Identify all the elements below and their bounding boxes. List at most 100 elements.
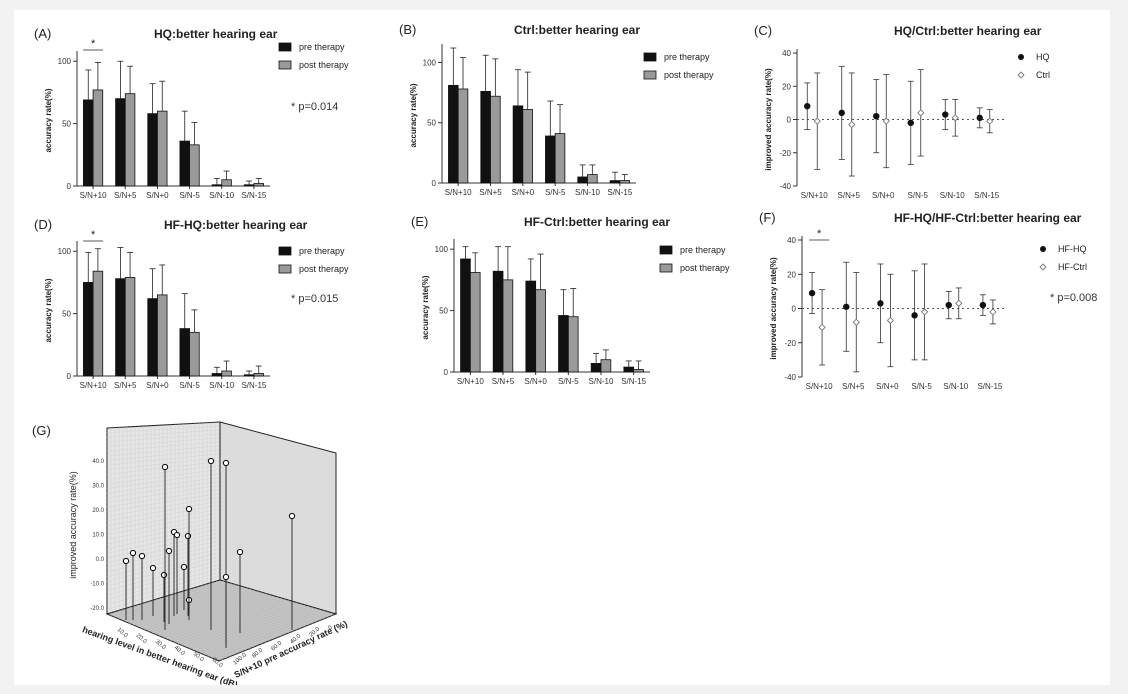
grid-line: [106, 524, 221, 550]
x-tick-label: S/N+5: [479, 188, 502, 197]
grid-line: [216, 580, 333, 616]
grid-line: [106, 488, 221, 508]
x-tick-label: S/N-10: [209, 191, 234, 200]
grid-line: [106, 425, 221, 433]
z-tick-label: 0.0: [96, 557, 105, 563]
bar: [221, 179, 232, 187]
data-point: [236, 548, 244, 556]
grid-line: [106, 500, 221, 522]
sig-star: *: [817, 228, 822, 240]
data-point: [945, 301, 952, 309]
data-point: [911, 312, 918, 319]
data-point: [207, 457, 215, 465]
bar: [179, 328, 190, 377]
x-tick-label: S/N+0: [876, 382, 899, 391]
y-tick-label: 0: [432, 179, 437, 188]
y-axis-label: accuracy rate(%): [44, 88, 53, 152]
y-tick-label: 40: [787, 236, 796, 245]
grid-line: [106, 429, 221, 438]
panel-b: (B) Ctrl:better hearing ear 0 50 100 accuracy…: [399, 22, 714, 197]
data-point: [161, 463, 169, 471]
bar: [609, 180, 621, 184]
y-tick-label: 100: [58, 247, 72, 256]
x-tick-label: S/N+10: [80, 381, 107, 390]
data-point: [173, 531, 181, 539]
x-tick-label: S/N-5: [908, 191, 929, 200]
z-tick-label: 30.0: [92, 484, 104, 490]
y-tick-label: 20: [787, 270, 796, 279]
panel-g: (G) -20.0 -10.0 0.0 10.0 20.0 30.0 40.0 improved…: [32, 421, 349, 685]
panel-a: (A) HQ:better hearing ear 0 50 100 accuracy r…: [34, 26, 349, 200]
x-tick-label: S/N-5: [179, 381, 200, 390]
grid-line: [211, 611, 329, 659]
y-tick-label: -20: [779, 149, 791, 158]
grid-line: [215, 612, 333, 660]
bar: [522, 109, 533, 184]
y-tick-label: 0: [444, 368, 449, 377]
panel-title: HF-Ctrl:better hearing ear: [524, 215, 670, 229]
data-point: [852, 318, 860, 326]
panel-label: (A): [34, 26, 51, 41]
legend-swatch: [643, 52, 657, 62]
data-point: [976, 114, 983, 122]
data-point: [222, 459, 230, 467]
grid-line: [106, 441, 221, 452]
x-tick-label: S/N+0: [872, 191, 895, 200]
bar: [124, 277, 136, 377]
legend-swatch: [1018, 54, 1024, 60]
x-tick-label: S/N-15: [977, 382, 1002, 391]
bar: [147, 113, 158, 187]
grid-line: [106, 528, 221, 554]
bar: [221, 370, 232, 377]
figure-svg: (A) HQ:better hearing ear 0 50 100 accuracy r…: [32, 22, 1097, 685]
legend-label: post therapy: [299, 264, 349, 274]
y-tick-label: 0: [67, 182, 72, 191]
data-point: [886, 316, 895, 325]
bar: [157, 294, 168, 377]
data-point: [813, 117, 821, 125]
y-tick-label: 50: [62, 120, 71, 129]
y-tick-label: 0: [792, 305, 797, 314]
legend-swatch: [659, 245, 673, 255]
y-tick-label: 100: [435, 245, 449, 254]
x-tick-label: S/N+5: [838, 191, 861, 200]
x-tick-label: S/N-10: [575, 188, 600, 197]
bar: [567, 316, 579, 373]
z-axis-label: improved accuracy rate(%): [68, 471, 78, 579]
bar: [92, 89, 104, 187]
data-point: [138, 552, 146, 560]
bar: [590, 362, 602, 373]
bar: [115, 98, 126, 187]
legend-swatch: [1017, 71, 1025, 79]
x-tick-label: S/N-10: [209, 381, 234, 390]
panel-e: (E) HF-Ctrl:better hearing ear 0 50 100 accur…: [411, 214, 730, 386]
bar: [577, 176, 588, 184]
legend-label: post therapy: [680, 263, 730, 273]
panel-f: (F) HF-HQ/HF-Ctrl:better hearing ear -40 -2…: [759, 210, 1097, 391]
data-point: [942, 111, 949, 118]
grid-line: [106, 532, 221, 559]
x-tick-label: S/N+0: [146, 191, 169, 200]
grid-line: [106, 433, 221, 443]
bar: [545, 135, 556, 184]
bar: [502, 279, 514, 373]
panel-title: HQ/Ctrl:better hearing ear: [894, 24, 1042, 38]
bar: [92, 270, 104, 377]
panel-d: (D) HF-HQ:better hearing ear 0 50 100 accurac…: [34, 217, 349, 390]
y-axis-label: accuracy rate(%): [421, 275, 430, 339]
x-tick-label: S/N+0: [512, 188, 535, 197]
sig-star: *: [91, 229, 96, 241]
x-tick-label: S/N+0: [146, 381, 169, 390]
data-point: [917, 109, 925, 117]
x-tick-label: S/N-5: [558, 377, 579, 386]
data-point: [180, 563, 188, 571]
bar: [124, 93, 136, 187]
bar: [147, 298, 158, 377]
y-tick-label: 100: [423, 58, 437, 67]
legend-label: post therapy: [299, 60, 349, 70]
x-tick-label: S/N-5: [911, 382, 932, 391]
grid-line: [201, 585, 317, 623]
data-point: [288, 512, 296, 520]
grid-line: [106, 496, 221, 517]
bar: [619, 180, 630, 184]
